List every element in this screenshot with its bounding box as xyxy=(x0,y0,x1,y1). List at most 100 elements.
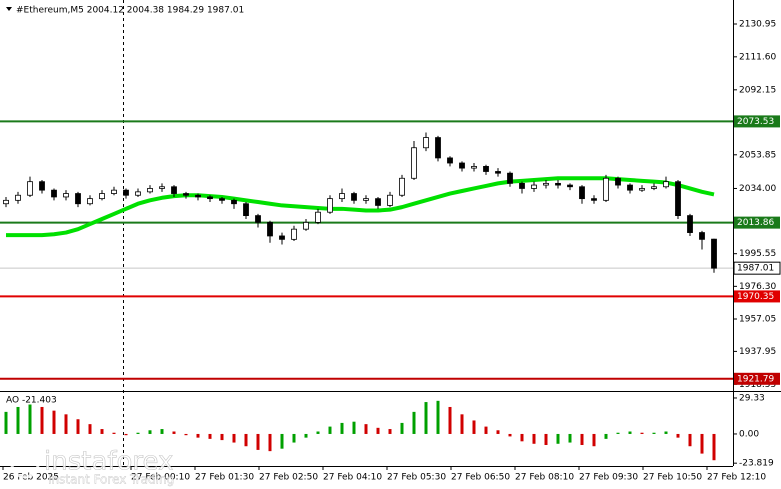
candle-body xyxy=(15,194,21,201)
watermark-logo xyxy=(10,449,40,479)
current-price-box xyxy=(733,261,781,275)
ao-bar xyxy=(256,433,260,450)
moving-average xyxy=(6,176,715,238)
ao-bar xyxy=(460,414,464,434)
ao-bar xyxy=(700,433,704,454)
candle-body xyxy=(639,188,645,191)
level-label-box xyxy=(734,290,780,303)
candle-body xyxy=(519,182,525,189)
ao-bar xyxy=(640,432,644,434)
level-label: 1970.35 xyxy=(737,292,774,302)
ao-bar xyxy=(604,433,608,439)
candle-body xyxy=(51,189,57,198)
ao-bar xyxy=(592,433,596,447)
ao-bar xyxy=(280,433,284,449)
candle-body xyxy=(423,137,429,149)
candle-body xyxy=(111,189,117,194)
candle-body xyxy=(375,198,381,206)
candle-body xyxy=(39,181,45,191)
candle-body xyxy=(411,147,417,179)
y-tick-label: 2092.15 xyxy=(739,85,776,95)
ao-bar xyxy=(208,433,212,439)
ao-bar xyxy=(268,433,272,452)
ao-bar xyxy=(568,433,572,443)
candle-body xyxy=(387,194,393,206)
candle-body xyxy=(231,199,237,205)
ao-bar xyxy=(292,433,296,443)
ao-bar xyxy=(148,430,152,434)
level-label-box xyxy=(734,216,780,229)
candle-body xyxy=(171,186,177,194)
x-tick-label: 27 Feb 01:30 xyxy=(195,473,254,483)
candle-body xyxy=(555,182,561,186)
ao-bar xyxy=(4,411,8,434)
x-tick-label: 27 Feb 06:50 xyxy=(451,473,510,483)
candle-body xyxy=(195,194,201,198)
ao-bar xyxy=(664,431,668,434)
ao-bar xyxy=(424,402,428,434)
candle-body xyxy=(351,193,357,201)
ao-bar xyxy=(472,420,476,434)
candle-body xyxy=(327,198,333,213)
candle-body xyxy=(255,215,261,223)
candle-body xyxy=(531,184,537,189)
candle-body xyxy=(147,188,153,193)
candle-body xyxy=(447,157,453,164)
candle-body xyxy=(627,184,633,191)
candle-body xyxy=(135,191,141,196)
candle-body xyxy=(243,203,249,217)
ao-bar xyxy=(496,430,500,434)
candle-body xyxy=(603,177,609,201)
y-tick-label: -23.819 xyxy=(739,459,774,469)
chart-title: #Ethereum,M5 2004.12 2004.38 1984.29 198… xyxy=(16,6,244,16)
ao-bar xyxy=(616,432,620,434)
ao-bar xyxy=(520,433,524,442)
ao-bar xyxy=(16,406,20,434)
watermark-brand: instaforex xyxy=(44,447,173,477)
ao-bar xyxy=(196,433,200,438)
y-tick-label: 1995.55 xyxy=(739,249,776,259)
x-tick-label: 27 Feb 09:30 xyxy=(579,473,638,483)
ao-bar xyxy=(580,433,584,446)
candle-body xyxy=(219,198,225,201)
x-tick-label: 27 Feb 08:10 xyxy=(515,473,574,483)
candle-body xyxy=(675,181,681,217)
candle-body xyxy=(591,198,597,201)
ao-bar xyxy=(676,433,680,438)
ao-bar xyxy=(172,431,176,434)
ao-bar xyxy=(352,421,356,434)
ao-bar xyxy=(64,414,68,434)
level-label-box xyxy=(734,115,780,128)
level-label-box xyxy=(734,372,780,385)
candle-body xyxy=(687,215,693,233)
ao-bar xyxy=(532,433,536,444)
x-tick-label: 26 Feb 2025 xyxy=(3,473,59,483)
candle-body xyxy=(699,232,705,240)
candle-body xyxy=(483,166,489,172)
candle-body xyxy=(471,166,477,169)
candle-body xyxy=(399,177,405,196)
candle-body xyxy=(339,193,345,200)
ao-bar xyxy=(544,433,548,446)
candle-body xyxy=(75,193,81,205)
current-price-label: 1987.01 xyxy=(737,264,774,274)
candle-body xyxy=(543,182,549,186)
level-label: 1921.79 xyxy=(737,374,774,384)
candle-body xyxy=(207,196,213,200)
ao-bar xyxy=(712,433,716,461)
level-label: 2013.86 xyxy=(737,218,774,228)
x-tick-label: 27 Feb 00:10 xyxy=(131,473,190,483)
ao-bar xyxy=(388,429,392,434)
ao-bar xyxy=(484,426,488,434)
level-label: 2073.53 xyxy=(737,117,774,127)
ao-bar xyxy=(52,410,56,434)
watermark-tagline: Instant Forex Trading xyxy=(48,473,174,487)
y-tick-label: 2130.95 xyxy=(739,20,776,30)
candle-body xyxy=(315,211,321,223)
ao-bar xyxy=(136,432,140,434)
ao-bar xyxy=(328,426,332,434)
candle-body xyxy=(615,177,621,186)
y-tick-label: 1957.05 xyxy=(739,314,776,324)
candle-body xyxy=(27,181,33,196)
